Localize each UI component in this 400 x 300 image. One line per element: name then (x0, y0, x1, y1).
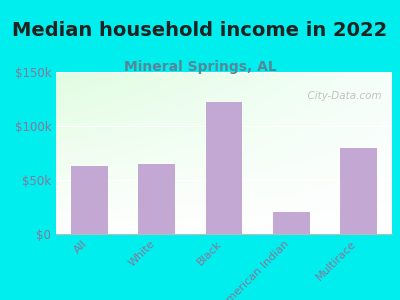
Bar (71, 166, 108, 234)
Text: Mineral Springs, AL: Mineral Springs, AL (124, 60, 276, 74)
Text: Median household income in 2022: Median household income in 2022 (12, 21, 388, 40)
Bar (340, 148, 377, 234)
Bar (138, 164, 175, 234)
Text: City-Data.com: City-Data.com (301, 92, 382, 101)
Bar (206, 102, 242, 234)
Bar (273, 212, 310, 234)
